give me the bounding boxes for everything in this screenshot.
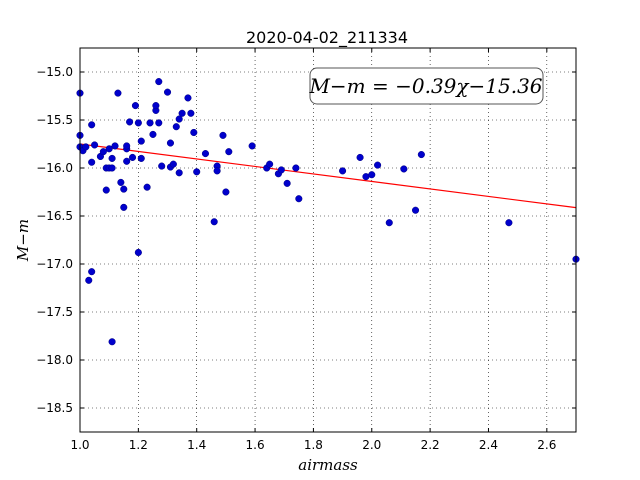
data-point: [210, 218, 218, 226]
data-point: [163, 88, 172, 96]
data-point: [91, 141, 99, 149]
data-point: [134, 119, 142, 127]
data-point: [146, 119, 154, 127]
data-point: [175, 169, 183, 177]
data-point: [108, 154, 116, 162]
x-tick-label: 1.6: [246, 438, 265, 452]
data-point: [222, 188, 230, 196]
y-tick-label: −18.5: [36, 401, 73, 415]
data-point: [85, 276, 93, 284]
data-point: [411, 206, 420, 214]
data-point: [155, 119, 163, 127]
data-point: [88, 121, 96, 129]
data-point: [368, 171, 376, 179]
y-tick-label: −16.5: [36, 209, 73, 223]
data-point: [88, 158, 96, 166]
data-point: [88, 268, 96, 276]
data-point: [166, 139, 174, 147]
y-tick-label: −17.0: [36, 257, 73, 271]
x-tick-label: 2.4: [479, 438, 498, 452]
data-point: [400, 165, 408, 173]
data-point: [187, 109, 195, 117]
data-point: [190, 128, 198, 137]
x-axis-label: airmass: [298, 456, 358, 474]
data-point: [292, 164, 300, 172]
data-point: [178, 109, 186, 117]
data-point: [277, 166, 285, 174]
data-point: [123, 157, 131, 165]
data-point: [158, 162, 166, 170]
data-point: [120, 203, 128, 211]
data-point: [505, 219, 513, 227]
data-point: [417, 151, 425, 159]
x-tick-label: 2.0: [362, 438, 381, 452]
fit-line: [79, 143, 577, 209]
data-point: [131, 102, 139, 110]
data-point: [128, 153, 137, 161]
data-point: [137, 154, 145, 162]
x-tick-label: 2.6: [537, 438, 556, 452]
fit-equation-text: M−m = −0.39χ−15.36: [308, 74, 542, 98]
data-point: [266, 160, 274, 168]
x-tick-label: 1.2: [129, 438, 148, 452]
data-point: [155, 78, 163, 86]
fit-line-layer: [79, 143, 577, 209]
data-point: [283, 179, 291, 187]
data-point: [175, 115, 183, 123]
data-point: [111, 142, 119, 150]
y-tick-label: −18.0: [36, 353, 73, 367]
data-points: [76, 78, 580, 346]
data-point: [169, 160, 177, 168]
data-point: [102, 186, 110, 194]
data-point: [108, 164, 116, 172]
data-point: [99, 148, 107, 156]
data-point: [172, 123, 180, 131]
data-point: [126, 118, 134, 126]
data-point: [120, 185, 128, 193]
annotation-box: [309, 67, 544, 105]
data-point: [108, 338, 116, 346]
data-point: [184, 94, 192, 102]
y-axis-label: M−m: [14, 219, 32, 262]
data-point: [137, 137, 145, 145]
data-point: [117, 178, 125, 186]
data-point: [114, 89, 122, 97]
data-point: [219, 131, 227, 139]
y-tick-label: −15.5: [36, 113, 73, 127]
data-point: [134, 248, 142, 257]
data-point: [143, 183, 151, 191]
data-point: [374, 161, 382, 169]
data-point: [82, 143, 90, 151]
data-point: [193, 168, 201, 176]
x-tick-label: 1.4: [187, 438, 206, 452]
data-point: [201, 150, 210, 158]
y-tick-label: −15.0: [36, 65, 73, 79]
y-tick-label: −16.0: [36, 161, 73, 175]
data-point: [248, 142, 256, 150]
x-tick-label: 2.2: [421, 438, 440, 452]
data-point: [105, 145, 113, 153]
data-point: [385, 219, 393, 227]
grid: [80, 48, 576, 432]
data-point: [152, 102, 160, 110]
data-point: [123, 142, 131, 150]
data-point: [149, 130, 157, 138]
data-point: [339, 167, 347, 175]
x-tick-label: 1.8: [304, 438, 323, 452]
chart-title: 2020-04-02_211334: [246, 28, 408, 48]
data-point: [295, 195, 303, 203]
axis-ticks: 1.0 1.2 1.4 1.6 1.8 2.0 2.2 2.4 2.6 −15.0 −15.5 −16…: [36, 48, 576, 452]
data-point: [213, 167, 221, 175]
data-point: [225, 148, 233, 156]
data-point: [356, 153, 364, 161]
plot-frame: [79, 47, 577, 433]
fit-equation-annotation: M−m = −0.39χ−15.36: [308, 67, 544, 105]
x-tick-label: 1.0: [70, 438, 89, 452]
y-tick-label: −17.5: [36, 305, 73, 319]
